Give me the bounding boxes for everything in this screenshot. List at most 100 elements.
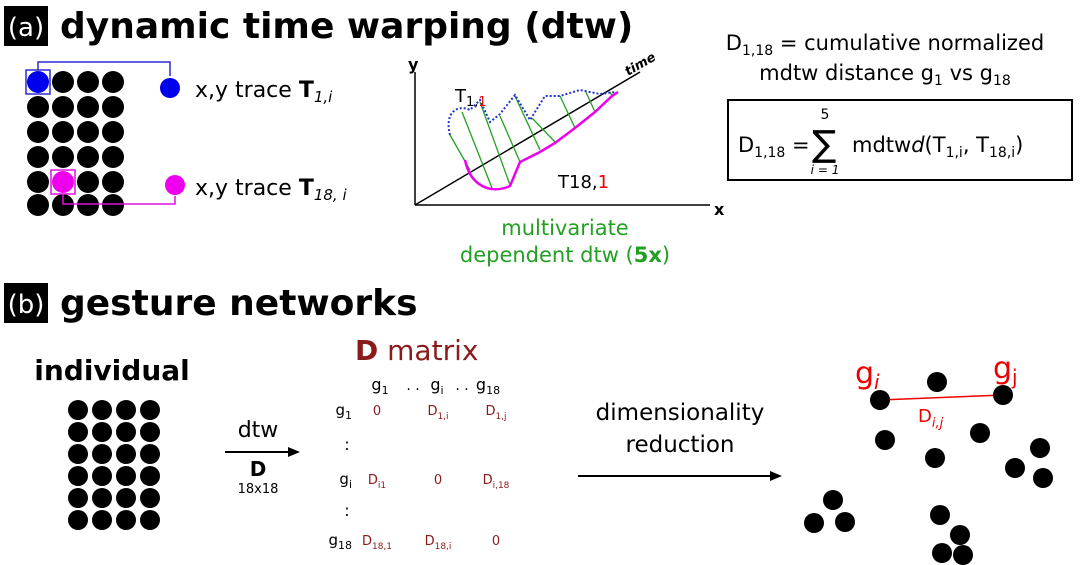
axis-label: x <box>714 200 725 219</box>
dot-grid <box>68 400 160 530</box>
dot <box>27 121 49 143</box>
dot <box>52 146 74 168</box>
node <box>835 512 855 532</box>
dot <box>68 444 88 464</box>
matrix-cell: D1,i <box>427 404 448 422</box>
node <box>804 513 824 533</box>
label-box <box>4 283 48 323</box>
dot <box>92 466 112 486</box>
node-label: gi <box>855 356 880 394</box>
matrix-cell: 0 <box>492 534 500 549</box>
node-label: gj <box>993 351 1018 389</box>
dot <box>116 466 136 486</box>
dot <box>27 194 49 216</box>
warp-lines <box>449 89 613 189</box>
panel-title: gesture networks <box>60 283 418 324</box>
dot <box>140 444 160 464</box>
dot <box>68 422 88 442</box>
formula: D1,18 = <box>738 133 810 161</box>
dot <box>102 171 124 193</box>
matrix-title: D matrix <box>355 334 478 367</box>
connector <box>62 194 176 205</box>
dot <box>116 510 136 530</box>
row-header: g18 <box>328 531 352 552</box>
dot <box>92 422 112 442</box>
dot <box>68 400 88 420</box>
label-box <box>4 6 48 46</box>
axis-label: y <box>408 55 419 74</box>
node <box>1030 438 1050 458</box>
dot <box>92 510 112 530</box>
formula-upper: 5 <box>821 107 830 123</box>
panel-label: (a) <box>8 13 44 43</box>
dot <box>77 96 99 118</box>
dot <box>27 96 49 118</box>
arrow-label: dtw <box>238 418 279 443</box>
node <box>927 372 947 392</box>
matrix-cell: Di,18 <box>483 473 510 491</box>
dot <box>27 146 49 168</box>
dot <box>52 171 74 193</box>
edge <box>879 394 1004 401</box>
node <box>875 430 895 450</box>
matrix: g1 . . gi . . g18 g1 0 D1,i D1,j: gi Di1 0 Di,18: g18… <box>328 375 509 552</box>
node <box>823 490 843 510</box>
row-header: g1 <box>335 401 352 422</box>
trace-1 <box>447 88 616 136</box>
column-header: g1 <box>371 375 388 397</box>
series-label: T18,1 <box>557 172 609 193</box>
dot <box>77 194 99 216</box>
axis-label: time <box>623 50 659 80</box>
dot <box>102 96 124 118</box>
trace-18 <box>463 90 619 191</box>
definition: D1,18 = cumulative normalized <box>726 31 1044 59</box>
formula-box <box>727 99 1073 181</box>
node <box>925 448 945 468</box>
node <box>1033 468 1053 488</box>
dot <box>52 121 74 143</box>
trace-dot <box>160 78 180 98</box>
dot <box>116 400 136 420</box>
column-header: gi <box>430 375 443 397</box>
dot <box>68 488 88 508</box>
dot <box>140 466 160 486</box>
column-header: g18 <box>476 375 500 397</box>
dot <box>77 146 99 168</box>
arrow-symbol: D <box>250 457 267 481</box>
dot <box>27 71 49 93</box>
trace-dot <box>165 175 185 195</box>
group-label: individual <box>34 354 190 387</box>
column-gap: . . <box>406 378 419 394</box>
row-gap: : <box>344 435 349 454</box>
arrowhead <box>288 447 300 457</box>
dot <box>68 510 88 530</box>
network <box>804 372 1053 565</box>
node <box>932 543 952 563</box>
dot <box>116 488 136 508</box>
formula: mdtwd(T1,i, T18,i) <box>852 133 1023 161</box>
series-label: T1,1 <box>454 86 487 110</box>
dot <box>77 121 99 143</box>
dot <box>140 422 160 442</box>
dot <box>102 71 124 93</box>
dot <box>116 422 136 442</box>
arrow-label: dimensionality <box>596 400 765 426</box>
dot <box>92 400 112 420</box>
edge-label: Di,j <box>918 406 944 431</box>
caption: dependent dtw (5x) <box>460 243 670 267</box>
dot <box>52 71 74 93</box>
dot <box>140 400 160 420</box>
trace-label: x,y trace T1,i <box>195 78 333 106</box>
row-gap: : <box>344 501 349 520</box>
dot <box>27 171 49 193</box>
dot <box>116 444 136 464</box>
dot <box>52 96 74 118</box>
node <box>930 505 950 525</box>
dot <box>92 488 112 508</box>
dot <box>140 488 160 508</box>
column-gap: . . <box>455 378 468 394</box>
matrix-cell: D18,i <box>425 534 452 552</box>
panel-title: dynamic time warping (dtw) <box>60 6 633 47</box>
arrow-size: 18x18 <box>238 482 279 497</box>
